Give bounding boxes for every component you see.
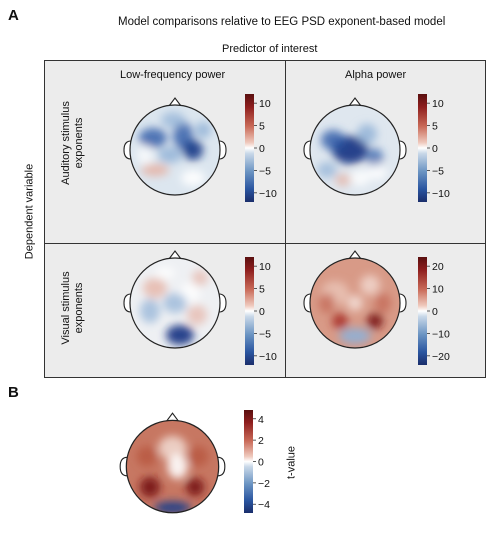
colorbar-gradient bbox=[245, 257, 254, 365]
right-ear-icon bbox=[218, 140, 227, 160]
right-ear-icon bbox=[218, 293, 227, 313]
head-outline bbox=[309, 104, 401, 196]
colorbar-tick-label: −2 bbox=[258, 478, 270, 490]
column-label-alpha: Alpha power bbox=[345, 69, 407, 81]
column-axis-title: Predictor of interest bbox=[222, 43, 318, 55]
topomap-panel-b bbox=[119, 412, 226, 514]
grid-border-left bbox=[44, 60, 45, 378]
head-outline bbox=[129, 257, 221, 349]
colorbar-tick-label: 0 bbox=[432, 143, 438, 155]
colorbar-gradient bbox=[245, 94, 254, 202]
colorbar-tick-label: −10 bbox=[432, 188, 450, 200]
colorbar-tick-label: −20 bbox=[432, 351, 450, 363]
colorbar-auditory-alpha: 10 5 0 −5 −10 bbox=[418, 94, 450, 202]
row-label-visual: Visual stimulus exponents bbox=[60, 271, 85, 345]
head-outline bbox=[129, 104, 221, 196]
colorbar-tick-label: 0 bbox=[259, 143, 265, 155]
left-ear-icon bbox=[303, 293, 312, 313]
left-ear-icon bbox=[119, 456, 128, 477]
colorbar-tick-label: −5 bbox=[259, 328, 271, 340]
colorbar-tick-label: −4 bbox=[258, 499, 270, 511]
right-ear-icon bbox=[398, 293, 407, 313]
nose-icon bbox=[348, 250, 362, 260]
head-outline bbox=[125, 419, 220, 514]
panel-a-letter: A bbox=[8, 7, 19, 24]
grid-border-bottom bbox=[44, 377, 486, 378]
colorbar-tick-label: 0 bbox=[259, 306, 265, 318]
colorbar-tick-label: 4 bbox=[258, 414, 264, 426]
colorbar-tick-label: 5 bbox=[432, 121, 438, 133]
colorbar-visual-alpha: 20 10 0 −10 −20 bbox=[418, 257, 450, 365]
grid-border-right bbox=[485, 60, 486, 378]
colorbar-tick-label: 10 bbox=[259, 261, 271, 273]
column-label-low-frequency: Low-frequency power bbox=[120, 69, 226, 81]
grid-border-top bbox=[44, 60, 486, 61]
nose-icon bbox=[165, 412, 180, 422]
topomap-auditory-lowfreq bbox=[123, 97, 227, 196]
colorbar-visual-lowfreq: 10 5 0 −5 −10 bbox=[245, 257, 277, 365]
left-ear-icon bbox=[123, 293, 132, 313]
right-ear-icon bbox=[217, 456, 226, 477]
right-ear-icon bbox=[398, 140, 407, 160]
grid-divider-horizontal bbox=[44, 243, 486, 244]
colorbar-tick-label: 10 bbox=[432, 98, 444, 110]
colorbar-tick-label: 5 bbox=[259, 284, 265, 296]
row-axis-title: Dependent variable bbox=[23, 163, 36, 260]
left-ear-icon bbox=[303, 140, 312, 160]
colorbar-tick-label: −5 bbox=[432, 165, 444, 177]
colorbar-tick-label: −10 bbox=[259, 188, 277, 200]
nose-icon bbox=[348, 97, 362, 107]
colorbar-tick-label: −5 bbox=[259, 165, 271, 177]
colorbar-tick-label: 5 bbox=[259, 121, 265, 133]
nose-icon bbox=[168, 250, 182, 260]
topomap-auditory-alpha bbox=[303, 97, 407, 196]
row-label-auditory: Auditory stimulus exponents bbox=[60, 101, 85, 185]
colorbar-label-tvalue: t-value bbox=[285, 445, 298, 480]
colorbar-tick-label: 20 bbox=[432, 261, 444, 273]
colorbar-gradient bbox=[418, 94, 427, 202]
panel-b-letter: B bbox=[8, 384, 19, 401]
colorbar-panel-b: 4 2 0 −2 −4 bbox=[244, 410, 270, 513]
colorbar-auditory-lowfreq: 10 5 0 −5 −10 bbox=[245, 94, 277, 202]
colorbar-tick-label: 0 bbox=[258, 457, 264, 469]
colorbar-gradient bbox=[244, 410, 253, 513]
colorbar-gradient bbox=[418, 257, 427, 365]
left-ear-icon bbox=[123, 140, 132, 160]
grid-divider-vertical bbox=[285, 60, 286, 378]
head-outline bbox=[309, 257, 401, 349]
colorbar-tick-label: −10 bbox=[432, 328, 450, 340]
colorbar-tick-label: −10 bbox=[259, 351, 277, 363]
topomap-visual-lowfreq bbox=[123, 250, 227, 349]
colorbar-tick-label: 10 bbox=[259, 98, 271, 110]
colorbar-tick-label: 2 bbox=[258, 435, 264, 447]
nose-icon bbox=[168, 97, 182, 107]
colorbar-tick-label: 0 bbox=[432, 306, 438, 318]
colorbar-tick-label: 10 bbox=[432, 284, 444, 296]
topomap-visual-alpha bbox=[303, 250, 407, 349]
panel-a-title: Model comparisons relative to EEG PSD ex… bbox=[118, 16, 446, 28]
